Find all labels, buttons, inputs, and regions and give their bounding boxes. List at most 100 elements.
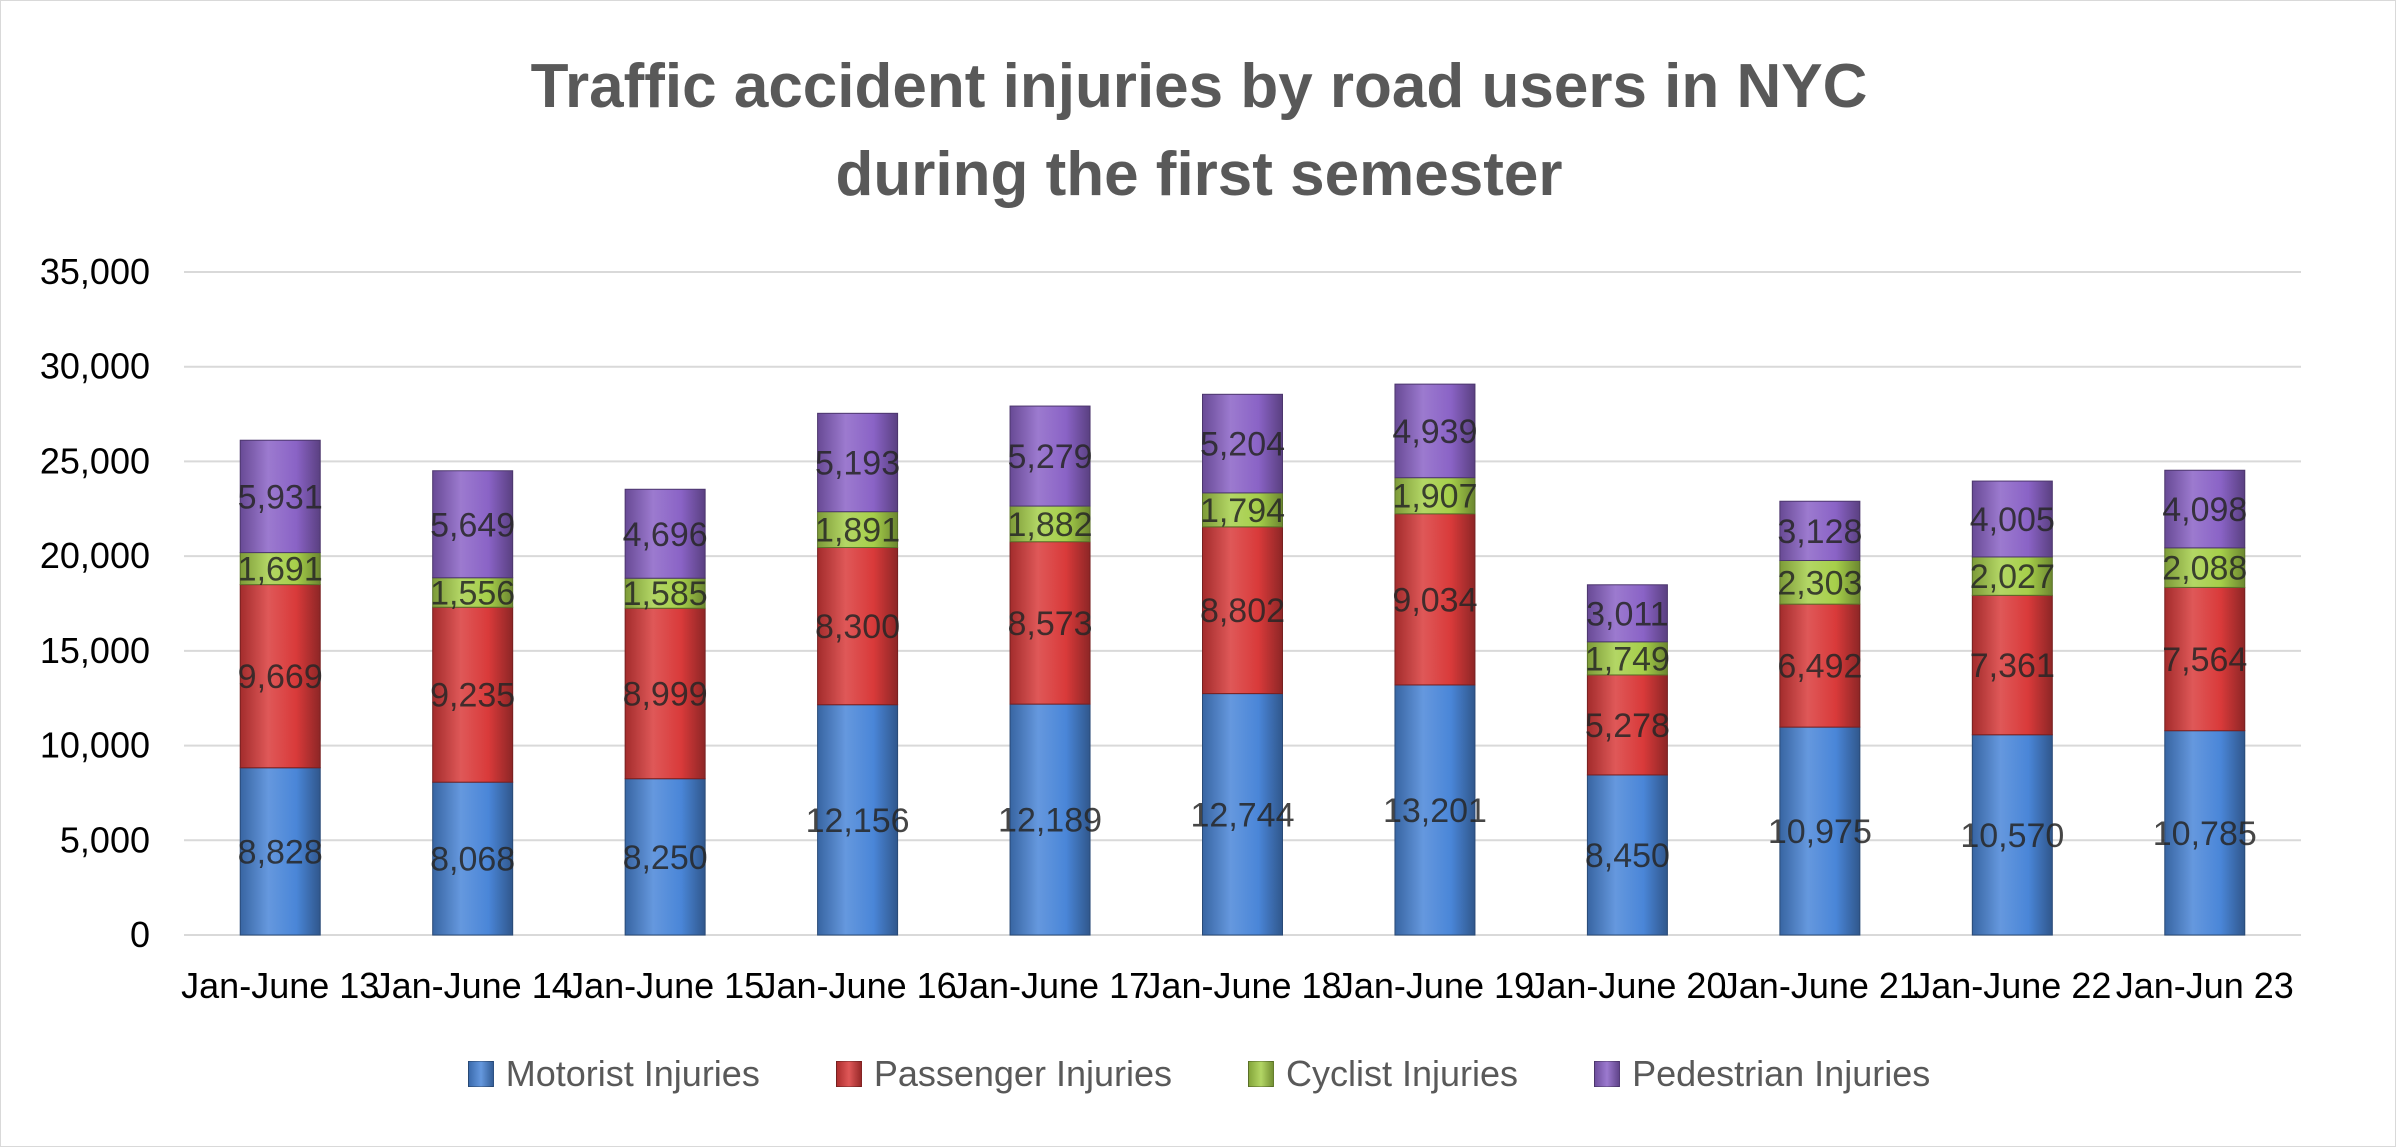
legend-swatch-passenger — [835, 1061, 862, 1087]
y-tick-label: 25,000 — [40, 440, 150, 481]
data-label-passenger: 7,564 — [2162, 641, 2247, 679]
bar-passenger — [817, 547, 899, 706]
bar-pedestrian — [1779, 500, 1861, 561]
data-label-pedestrian: 3,128 — [1777, 513, 1862, 551]
legend: Motorist Injuries Passenger Injuries Cyc… — [1, 1053, 2396, 1095]
data-label-pedestrian: 5,204 — [1200, 426, 1285, 464]
bar-cyclist — [1394, 477, 1476, 515]
bar-cyclist — [432, 577, 514, 608]
legend-label-motorist: Motorist Injuries — [505, 1053, 760, 1094]
data-labels: 8,828 9,669 1,691 5,931 8,068 9,235 1,556 5,649… — [238, 413, 2257, 879]
legend-swatch-motorist — [467, 1061, 494, 1087]
bar-pedestrian — [2164, 469, 2246, 549]
data-label-passenger: 6,492 — [1777, 648, 1862, 686]
bar-pedestrian — [1394, 383, 1476, 479]
chart-title-line-2: during the first semester — [835, 140, 1563, 209]
x-tick-label: Jan-June 18 — [1143, 965, 1341, 1006]
bar-motorist — [1971, 734, 2053, 936]
x-tick-label: Jan-June 20 — [1528, 965, 1726, 1006]
data-label-motorist: 8,828 — [238, 833, 323, 871]
data-label-passenger: 5,278 — [1585, 707, 1670, 745]
data-label-cyclist: 1,556 — [430, 574, 515, 612]
y-tick-label: 5,000 — [60, 819, 150, 860]
data-label-pedestrian: 5,193 — [815, 444, 900, 482]
bar-cyclist — [817, 511, 899, 549]
data-label-pedestrian: 4,098 — [2162, 491, 2247, 529]
bar-passenger — [239, 584, 321, 769]
y-tick-label: 0 — [130, 914, 150, 955]
data-label-pedestrian: 5,931 — [238, 478, 323, 516]
bar-motorist — [432, 781, 514, 936]
data-label-cyclist: 2,088 — [2162, 550, 2247, 588]
bar-pedestrian — [239, 439, 321, 554]
bar-motorist — [1394, 684, 1476, 936]
y-tick-label: 30,000 — [40, 346, 150, 387]
bar-passenger — [1394, 513, 1476, 686]
bar-cyclist — [1779, 559, 1861, 605]
bar-motorist — [817, 704, 899, 936]
data-label-cyclist: 1,585 — [623, 575, 708, 613]
legend-item-pedestrian: Pedestrian Injuries — [1594, 1053, 1930, 1095]
data-label-motorist: 13,201 — [1383, 792, 1487, 830]
bar-pedestrian — [1971, 480, 2053, 558]
y-tick-label: 35,000 — [40, 251, 150, 292]
data-label-motorist: 10,785 — [2153, 815, 2257, 853]
data-label-cyclist: 1,907 — [1392, 478, 1477, 516]
bar-pedestrian — [1202, 393, 1283, 494]
data-label-passenger: 7,361 — [1970, 647, 2055, 685]
bar-passenger — [2164, 586, 2246, 732]
data-label-pedestrian: 4,696 — [623, 516, 708, 554]
chart-title: Traffic accident injuries by road users … — [1, 43, 2396, 219]
bar-pedestrian — [432, 470, 514, 579]
data-label-motorist: 10,570 — [1960, 817, 2064, 855]
data-label-pedestrian: 5,279 — [1007, 438, 1092, 476]
data-label-passenger: 8,999 — [623, 675, 708, 713]
legend-label-pedestrian: Pedestrian Injuries — [1632, 1053, 1931, 1094]
bar-cyclist — [1009, 505, 1091, 543]
data-label-cyclist: 2,303 — [1777, 564, 1862, 602]
data-label-motorist: 12,744 — [1191, 796, 1295, 834]
data-label-pedestrian: 3,011 — [1586, 595, 1669, 633]
bar-motorist — [1202, 693, 1283, 936]
bar-cyclist — [1971, 556, 2053, 596]
y-axis-ticks: 0 5,000 10,000 15,000 20,000 25,000 30,000 35,0… — [40, 251, 150, 955]
bar-cyclist — [624, 577, 706, 609]
data-label-cyclist: 1,794 — [1200, 492, 1285, 530]
data-label-motorist: 8,250 — [623, 839, 708, 877]
data-label-cyclist: 1,882 — [1007, 506, 1092, 544]
bar-passenger — [1009, 541, 1091, 705]
bar-motorist — [239, 767, 321, 936]
bar-cyclist — [239, 552, 321, 586]
bar-motorist — [624, 778, 706, 936]
legend-item-motorist: Motorist Injuries — [467, 1053, 760, 1095]
bar-passenger — [624, 607, 706, 780]
data-label-passenger: 9,235 — [430, 677, 515, 715]
data-label-passenger: 9,669 — [238, 658, 323, 696]
data-label-passenger: 8,802 — [1200, 592, 1285, 630]
bar-cyclist — [2164, 547, 2246, 588]
y-tick-label: 10,000 — [40, 725, 150, 766]
legend-label-cyclist: Cyclist Injuries — [1286, 1053, 1519, 1094]
legend-label-passenger: Passenger Injuries — [873, 1053, 1172, 1094]
bar-pedestrian — [817, 412, 899, 513]
x-tick-label: Jan-June 14 — [374, 965, 572, 1006]
data-label-motorist: 8,450 — [1585, 837, 1670, 875]
bar-motorist — [1009, 703, 1091, 936]
data-label-motorist: 8,068 — [430, 841, 515, 879]
data-label-cyclist: 1,691 — [238, 551, 323, 589]
data-label-pedestrian: 4,005 — [1970, 501, 2055, 539]
legend-item-cyclist: Cyclist Injuries — [1248, 1053, 1518, 1095]
data-label-motorist: 10,975 — [1768, 813, 1872, 851]
data-label-passenger: 9,034 — [1392, 581, 1477, 619]
x-tick-label: Jan-June 19 — [1336, 965, 1534, 1006]
bar-motorist — [1779, 726, 1861, 936]
data-label-cyclist: 1,891 — [815, 512, 900, 550]
legend-item-passenger: Passenger Injuries — [835, 1053, 1172, 1095]
x-tick-label: Jan-June 15 — [566, 965, 764, 1006]
legend-swatch-pedestrian — [1594, 1061, 1621, 1087]
data-label-motorist: 12,156 — [806, 802, 910, 840]
data-label-passenger: 8,300 — [815, 608, 900, 646]
data-label-motorist: 12,189 — [998, 802, 1102, 840]
bar-pedestrian — [624, 488, 706, 579]
